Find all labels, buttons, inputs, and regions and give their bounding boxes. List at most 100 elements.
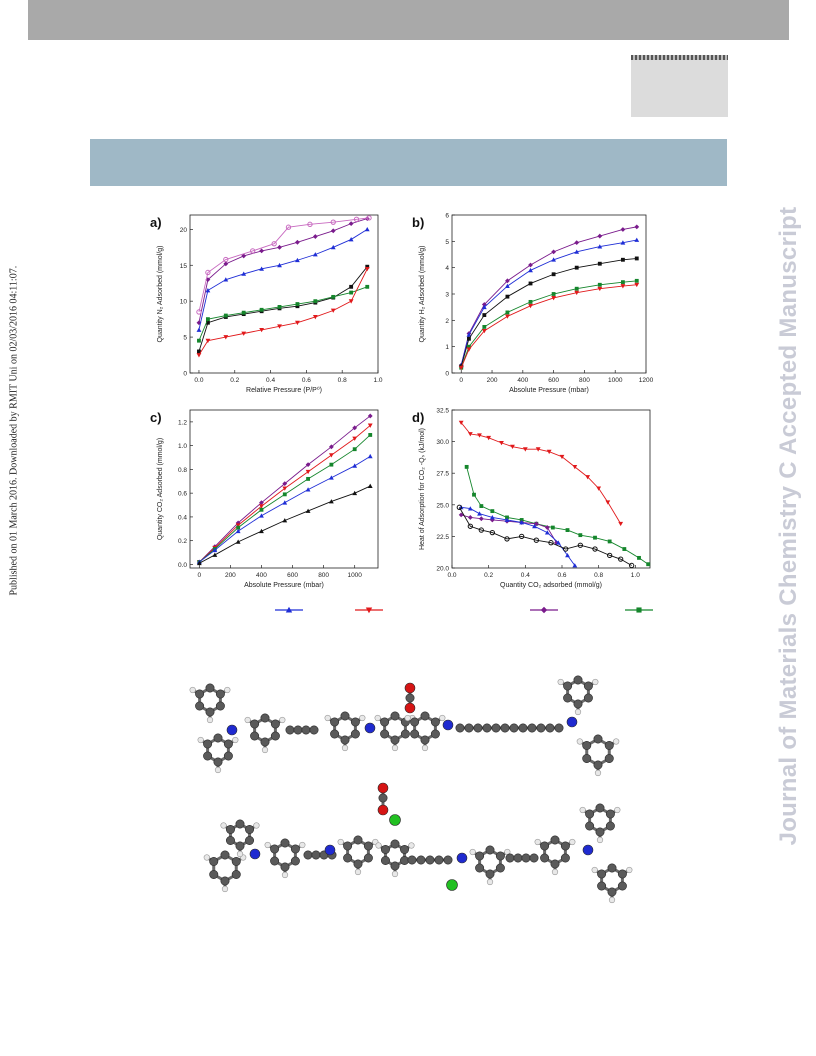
atom-H <box>214 766 222 774</box>
y-tick-label: 22.5 <box>436 534 449 541</box>
atom-C <box>223 751 233 761</box>
y-tick-label: 4 <box>445 265 449 272</box>
data-point-red <box>282 486 288 491</box>
data-point-blue <box>330 244 336 250</box>
data-point-purple <box>295 239 300 245</box>
atom-C <box>285 725 295 735</box>
series-line-red <box>460 284 637 368</box>
data-point-red <box>467 432 473 437</box>
data-point-green <box>574 286 579 291</box>
data-point-purple <box>259 500 264 506</box>
data-point-black <box>574 265 579 270</box>
atom-C <box>509 723 519 733</box>
atom-C <box>400 845 410 855</box>
atom-H <box>591 866 598 874</box>
data-point-blue <box>364 226 370 232</box>
atom-H <box>569 838 576 846</box>
data-point-blue <box>481 304 487 310</box>
series-line-blue <box>199 455 371 563</box>
atom-C <box>378 793 388 803</box>
atom-H <box>608 896 616 904</box>
atom-H <box>614 806 621 814</box>
atom-C <box>518 723 528 733</box>
data-point-red <box>634 282 640 288</box>
atom-H <box>220 822 227 829</box>
atom-H <box>197 736 204 744</box>
data-point-blue <box>519 520 525 525</box>
x-tick-label: 0.2 <box>484 572 493 579</box>
atom-H <box>375 842 382 849</box>
atom-N <box>582 844 594 856</box>
panel-label: a) <box>150 215 162 230</box>
y-axis-label: Heat of Adsorption for CO₂ -Qₛ (kJ/mol) <box>419 428 426 550</box>
atom-C <box>293 725 303 735</box>
data-point-purple <box>467 515 473 520</box>
data-point-green <box>259 507 264 512</box>
atom-C <box>495 851 505 861</box>
atom-C <box>536 723 546 733</box>
x-tick-label: 800 <box>318 572 329 579</box>
data-point-blue <box>532 523 537 529</box>
atom-C <box>330 729 340 739</box>
y-tick-label: 25.0 <box>436 502 449 509</box>
data-point-green <box>505 515 509 520</box>
data-point-black <box>620 257 625 262</box>
data-point-green <box>646 562 651 567</box>
data-point-green <box>282 492 287 497</box>
atom-O <box>377 804 389 816</box>
data-point-purple <box>554 540 559 546</box>
y-axis-label: Quantity CO₂ Adsorbed (mmol/g) <box>157 438 164 540</box>
chart-panel-a: a) 0.0 0.2 0.4 0.6 0.8 1.0 0 5 10 15 20 Relative Pre… <box>150 214 383 394</box>
data-point-black <box>349 284 354 289</box>
atom-H <box>594 769 602 777</box>
legend-marker-red <box>365 607 373 614</box>
data-point-green <box>467 344 471 349</box>
atom-H <box>469 848 476 856</box>
y-tick-label: 0.6 <box>178 491 187 498</box>
atom-C <box>215 689 225 699</box>
atom-C <box>595 803 605 813</box>
atom-O <box>404 682 416 694</box>
atom-C <box>245 835 255 845</box>
data-point-purple <box>481 302 487 307</box>
data-point-purple <box>533 521 539 527</box>
atom-H <box>391 744 399 752</box>
atom-C <box>223 739 233 749</box>
atom-N <box>442 719 454 731</box>
atom-H <box>264 841 271 849</box>
y-tick-label: 6 <box>445 213 449 220</box>
atom-C <box>582 741 592 751</box>
atom-C <box>407 855 417 865</box>
data-point-green <box>223 313 228 318</box>
data-point-green <box>368 433 373 437</box>
atom-C <box>343 853 353 863</box>
atom-C <box>540 853 550 863</box>
y-tick-label: 0.0 <box>178 562 187 569</box>
atom-C <box>585 809 595 819</box>
series-line-black <box>198 266 368 352</box>
atom-C <box>195 689 205 699</box>
title-band <box>90 139 727 186</box>
data-point-red <box>364 266 370 272</box>
y-tick-label: 27.5 <box>436 471 449 478</box>
data-point-red <box>596 486 602 491</box>
atom-H <box>576 738 583 745</box>
data-point-purple <box>620 227 626 232</box>
data-point-black <box>577 542 583 548</box>
data-point-blue <box>505 283 510 289</box>
atom-C <box>597 869 607 879</box>
series-line-black <box>458 507 632 566</box>
data-point-green <box>505 310 510 315</box>
atom-C <box>270 731 280 741</box>
atom-C <box>215 701 225 711</box>
data-point-red <box>348 299 354 304</box>
data-point-blue <box>277 262 282 268</box>
data-point-red <box>510 444 515 450</box>
atom-C <box>617 869 627 879</box>
atom-N <box>456 852 468 864</box>
atom-C <box>420 735 430 745</box>
data-point-black <box>197 349 201 354</box>
data-point-purple <box>312 234 318 239</box>
atom-C <box>303 850 313 860</box>
data-point-black <box>505 294 510 299</box>
